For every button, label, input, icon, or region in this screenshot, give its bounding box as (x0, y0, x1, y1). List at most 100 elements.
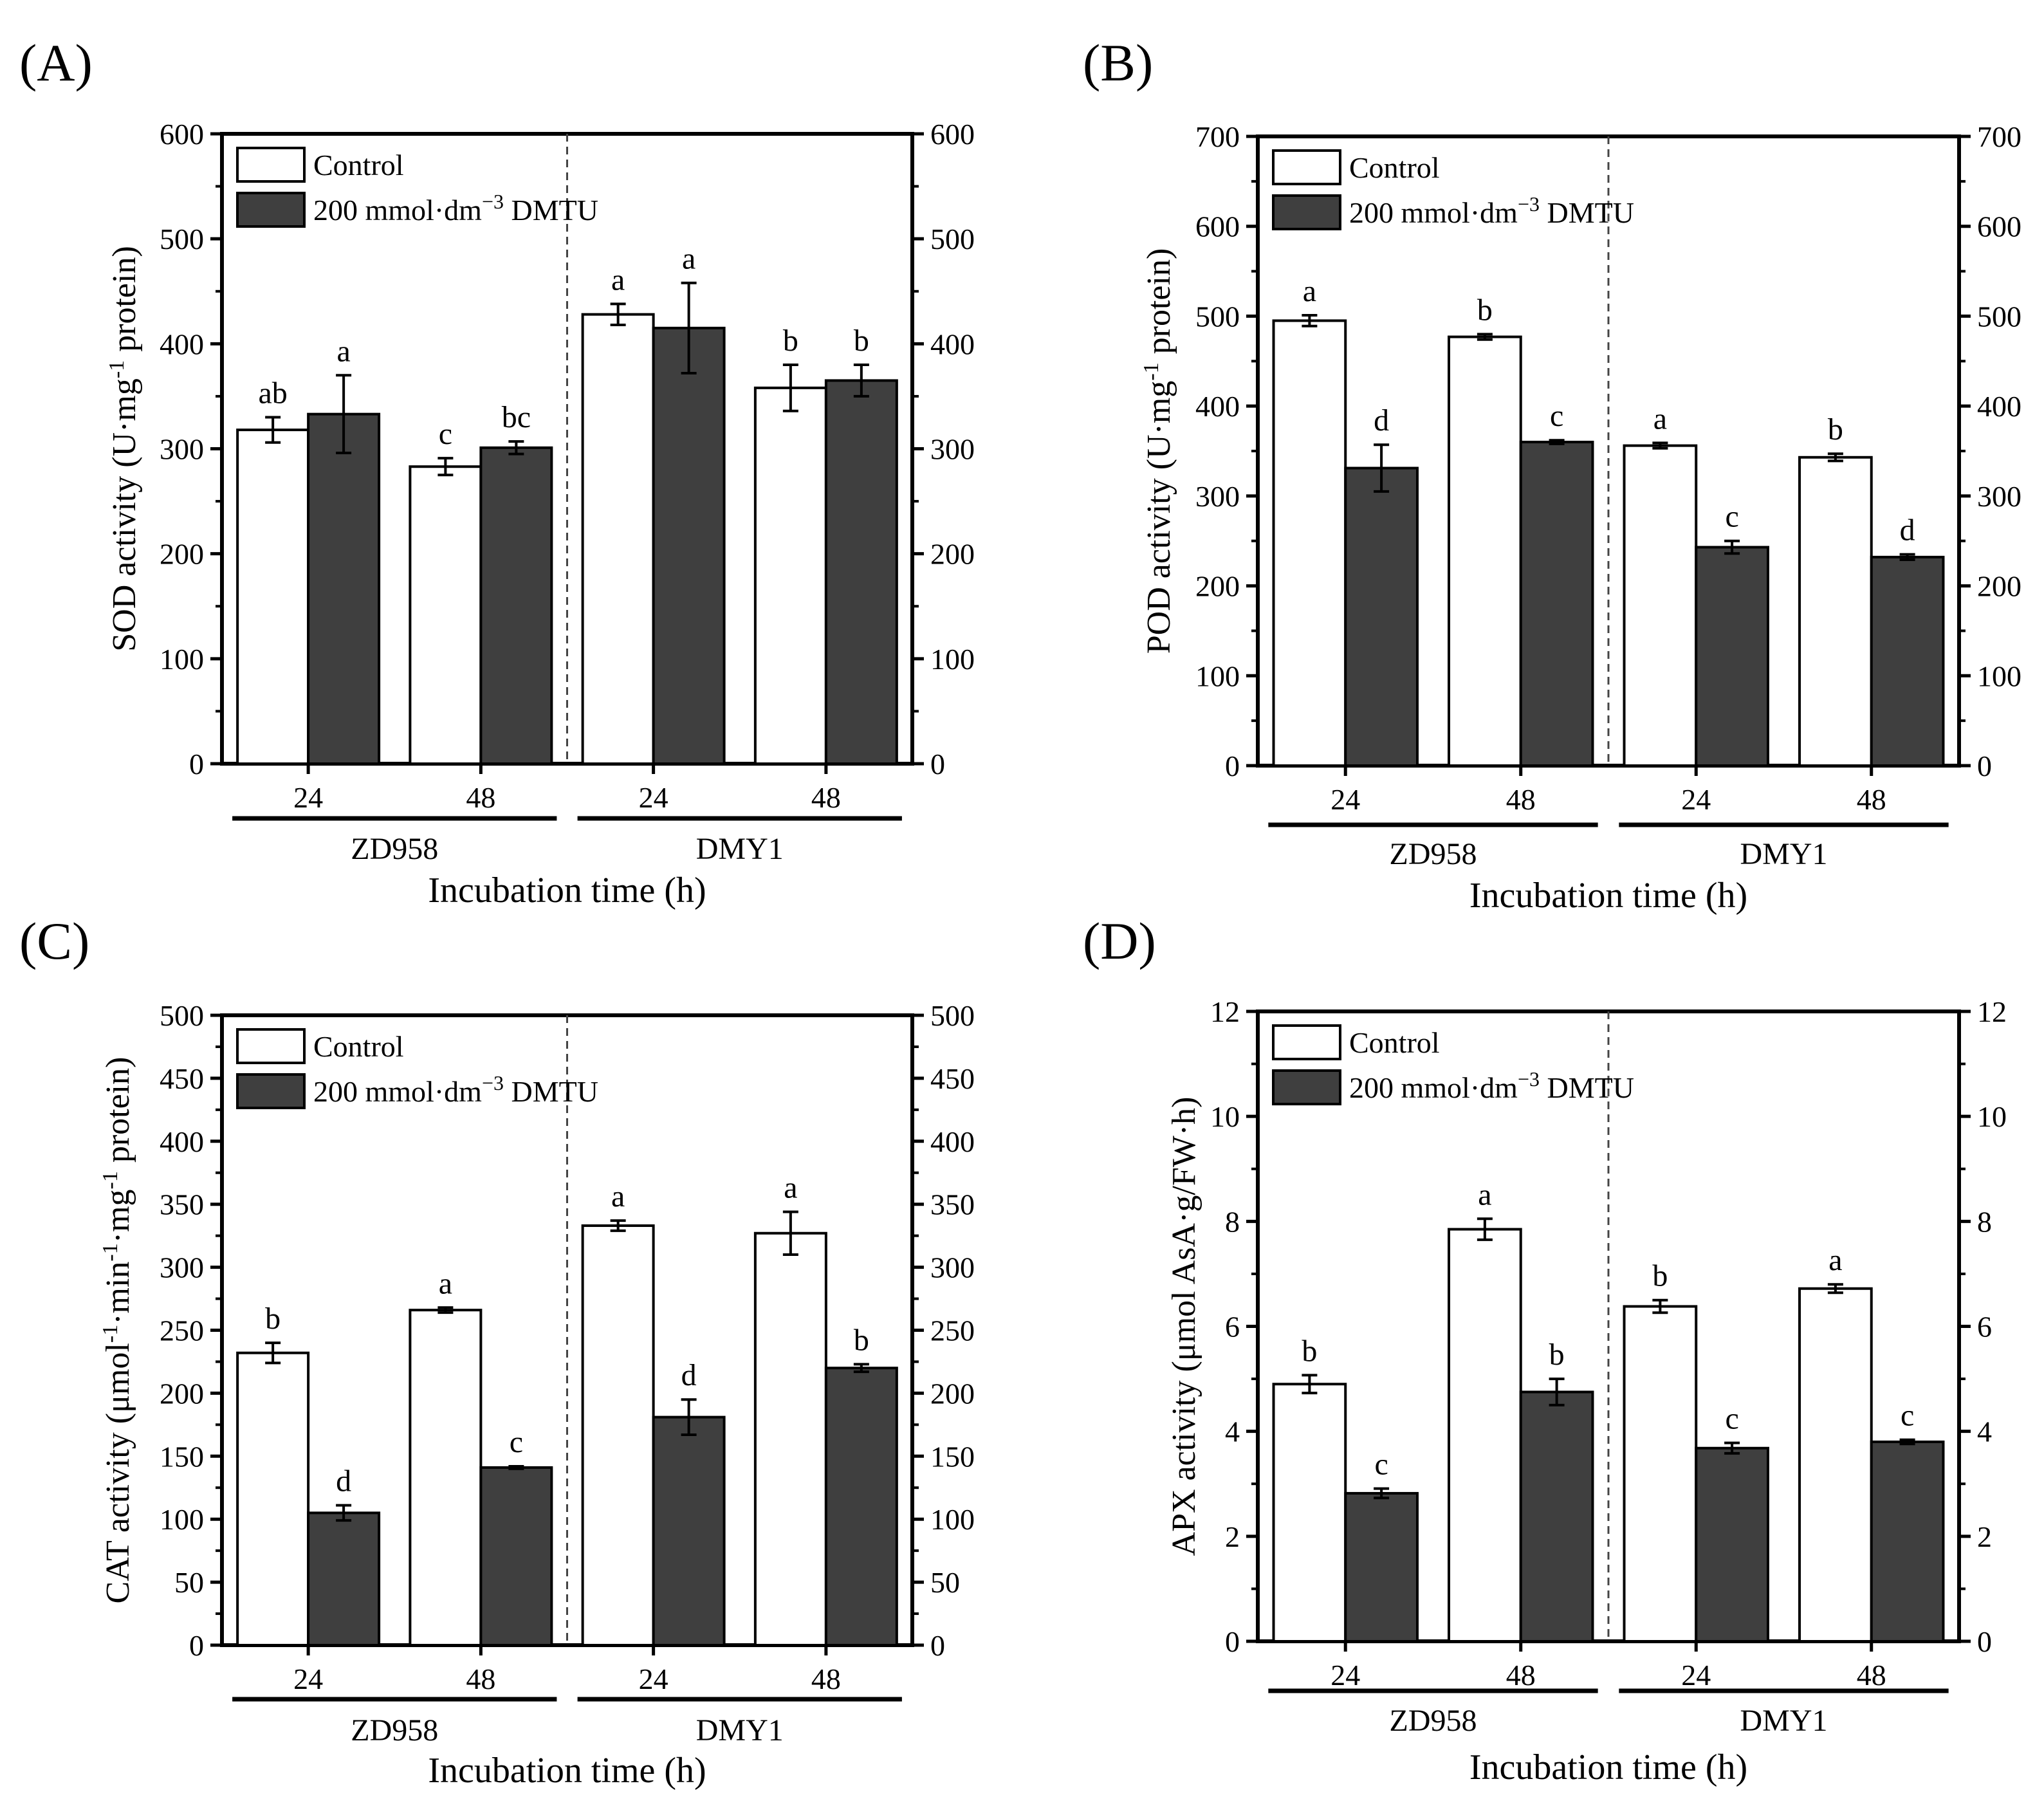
y-tick-label-left: 0 (1225, 750, 1240, 782)
significance-letter: d (1374, 403, 1389, 438)
y-tick-label-right: 50 (930, 1566, 960, 1599)
group-label: ZD958 (1390, 837, 1477, 871)
y-tick-label-left: 0 (189, 748, 204, 780)
group-label: DMY1 (696, 1713, 784, 1747)
y-tick-label-right: 500 (1977, 300, 2021, 333)
legend-label-control: Control (313, 1030, 404, 1063)
group-label: DMY1 (1740, 837, 1827, 871)
significance-letter: a (784, 1170, 797, 1204)
x-tick-label: 48 (466, 1663, 495, 1695)
bar-control (581, 313, 655, 765)
y-axis-label: SOD activity (U·mg-1 protein) (105, 246, 143, 652)
significance-letter: b (1302, 1334, 1317, 1368)
significance-letter: bc (502, 400, 531, 434)
y-tick-label-right: 450 (930, 1062, 975, 1095)
bar-control (1448, 335, 1522, 767)
bar-dmtu (1870, 1440, 1945, 1643)
y-tick-label-left: 4 (1225, 1415, 1240, 1448)
y-tick-label-left: 300 (160, 1251, 204, 1284)
significance-letter: a (682, 242, 695, 276)
y-axis-label: CAT activity (μmol-1·min-1·mg-1 protein) (98, 1057, 136, 1604)
panel-label: (B) (1083, 33, 1153, 92)
significance-letter: c (1901, 1399, 1914, 1433)
y-tick-label-left: 6 (1225, 1311, 1240, 1343)
legend-label-control: Control (1349, 1026, 1440, 1059)
y-tick-label-right: 0 (930, 1629, 945, 1662)
y-tick-label-right: 6 (1977, 1311, 1992, 1343)
x-tick-label: 48 (1506, 1659, 1536, 1691)
y-tick-label-left: 300 (160, 433, 204, 466)
significance-letter: c (439, 417, 452, 451)
y-tick-label-right: 300 (930, 1251, 975, 1284)
significance-letter: c (1550, 399, 1563, 433)
x-tick-label: 48 (1506, 783, 1536, 816)
bar-dmtu (1695, 1446, 1769, 1643)
bar-dmtu (1344, 466, 1419, 767)
y-tick-label-left: 500 (160, 223, 204, 255)
y-axis-label: POD activity (U·mg-1 protein) (1139, 248, 1177, 654)
y-tick-label-left: 400 (160, 1125, 204, 1158)
x-axis-label: Incubation time (h) (1469, 876, 1747, 916)
y-tick-label-right: 200 (930, 1377, 975, 1410)
y-tick-label-left: 700 (1195, 120, 1240, 153)
y-tick-label-right: 400 (930, 327, 975, 360)
significance-letter: b (1652, 1259, 1668, 1293)
x-axis-label: Incubation time (h) (428, 871, 706, 910)
x-tick-label: 48 (466, 781, 495, 814)
significance-letter: a (439, 1266, 452, 1300)
panel-label: (D) (1083, 912, 1156, 970)
bar-control (409, 465, 483, 765)
bar-control (1623, 444, 1698, 767)
group-label: DMY1 (1740, 1704, 1827, 1738)
significance-letter: d (336, 1464, 351, 1498)
significance-letter: a (611, 263, 625, 297)
y-tick-label-right: 500 (930, 223, 975, 255)
y-tick-label-left: 0 (189, 1629, 204, 1662)
y-tick-label-right: 100 (1977, 659, 2021, 692)
legend-label-dmtu: 200 mmol·dm−3 DMTU (313, 1071, 598, 1108)
x-axis-label: Incubation time (h) (1469, 1747, 1747, 1787)
x-tick-label: 24 (639, 1663, 668, 1695)
significance-letter: a (1303, 274, 1316, 308)
legend-swatch-control (1272, 1024, 1341, 1060)
y-tick-label-left: 600 (160, 118, 204, 151)
y-tick-label-left: 200 (160, 538, 204, 571)
legend-swatch-dmtu (236, 1073, 306, 1109)
y-tick-label-right: 2 (1977, 1520, 1992, 1553)
bar-control (753, 386, 827, 765)
significance-letter: a (1828, 1243, 1842, 1277)
y-tick-label-right: 700 (1977, 120, 2021, 153)
y-tick-label-left: 200 (1195, 570, 1240, 603)
y-tick-label-right: 100 (930, 1503, 975, 1536)
panel-b: (B) 0 0 100 100 200 200 300 300 400 400 500 500 600 60… (1083, 33, 2021, 916)
y-tick-label-right: 12 (1977, 995, 2007, 1028)
y-tick-label-right: 10 (1977, 1100, 2007, 1133)
group-label: ZD958 (1390, 1704, 1477, 1738)
bar-control (409, 1309, 483, 1646)
x-tick-label: 24 (639, 781, 668, 814)
bar-dmtu (1695, 546, 1769, 767)
x-tick-label: 48 (1857, 783, 1886, 816)
y-tick-label-left: 500 (160, 999, 204, 1032)
significance-letter: d (681, 1358, 697, 1392)
y-tick-label-right: 600 (1977, 210, 2021, 243)
y-tick-label-left: 100 (1195, 659, 1240, 692)
x-tick-label: 48 (811, 781, 841, 814)
significance-letter: b (854, 324, 869, 358)
bar-control (753, 1231, 827, 1646)
significance-letter: c (1725, 1402, 1738, 1436)
bar-dmtu (1870, 555, 1945, 767)
y-tick-label-left: 200 (160, 1377, 204, 1410)
y-tick-label-right: 0 (930, 748, 945, 780)
significance-letter: a (611, 1179, 625, 1213)
legend-swatch-control (1272, 149, 1341, 185)
y-tick-label-left: 50 (174, 1566, 204, 1599)
bar-dmtu (652, 326, 726, 765)
group-label: ZD958 (351, 832, 438, 866)
y-tick-label-left: 10 (1210, 1100, 1240, 1133)
bar-dmtu (1519, 1390, 1594, 1643)
bar-control (1623, 1305, 1698, 1643)
y-tick-label-left: 2 (1225, 1520, 1240, 1553)
